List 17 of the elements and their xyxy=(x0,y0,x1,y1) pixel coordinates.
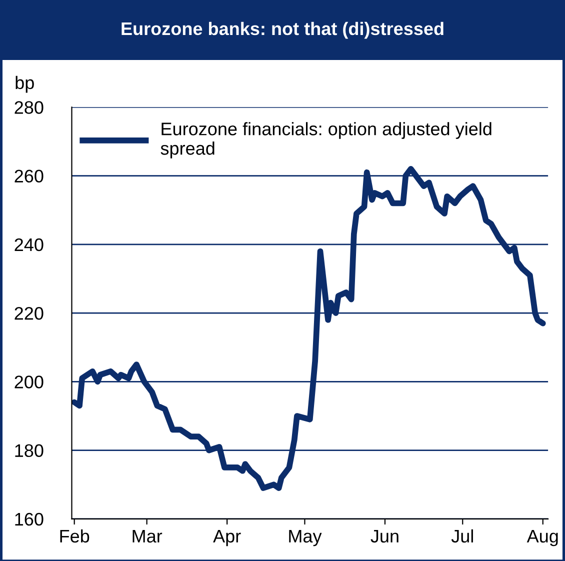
y-tick-label: 280 xyxy=(14,101,44,114)
x-tick-label: Jul xyxy=(451,529,473,543)
x-tick-label: Jun xyxy=(370,530,398,543)
y-axis-title: bp xyxy=(16,76,34,93)
y-tick-label: 200 xyxy=(14,376,44,388)
x-tick-label: May xyxy=(289,530,322,546)
x-tick-label: Apr xyxy=(213,530,241,546)
chart-title: Eurozone banks: not that (di)stressed xyxy=(122,22,444,39)
y-tick-label: 220 xyxy=(14,306,44,320)
x-tick-label: Feb xyxy=(60,529,90,543)
x-tick-label: Mar xyxy=(132,530,162,543)
y-tick-label: 180 xyxy=(15,444,44,458)
y-tick-label: 240 xyxy=(14,238,44,252)
legend-label: Eurozone financials: option adjusted yield spread xyxy=(160,122,492,158)
y-tick-label: 260 xyxy=(14,170,44,182)
y-tick-label: 160 xyxy=(15,512,44,526)
x-tick-label: Aug xyxy=(526,530,558,546)
